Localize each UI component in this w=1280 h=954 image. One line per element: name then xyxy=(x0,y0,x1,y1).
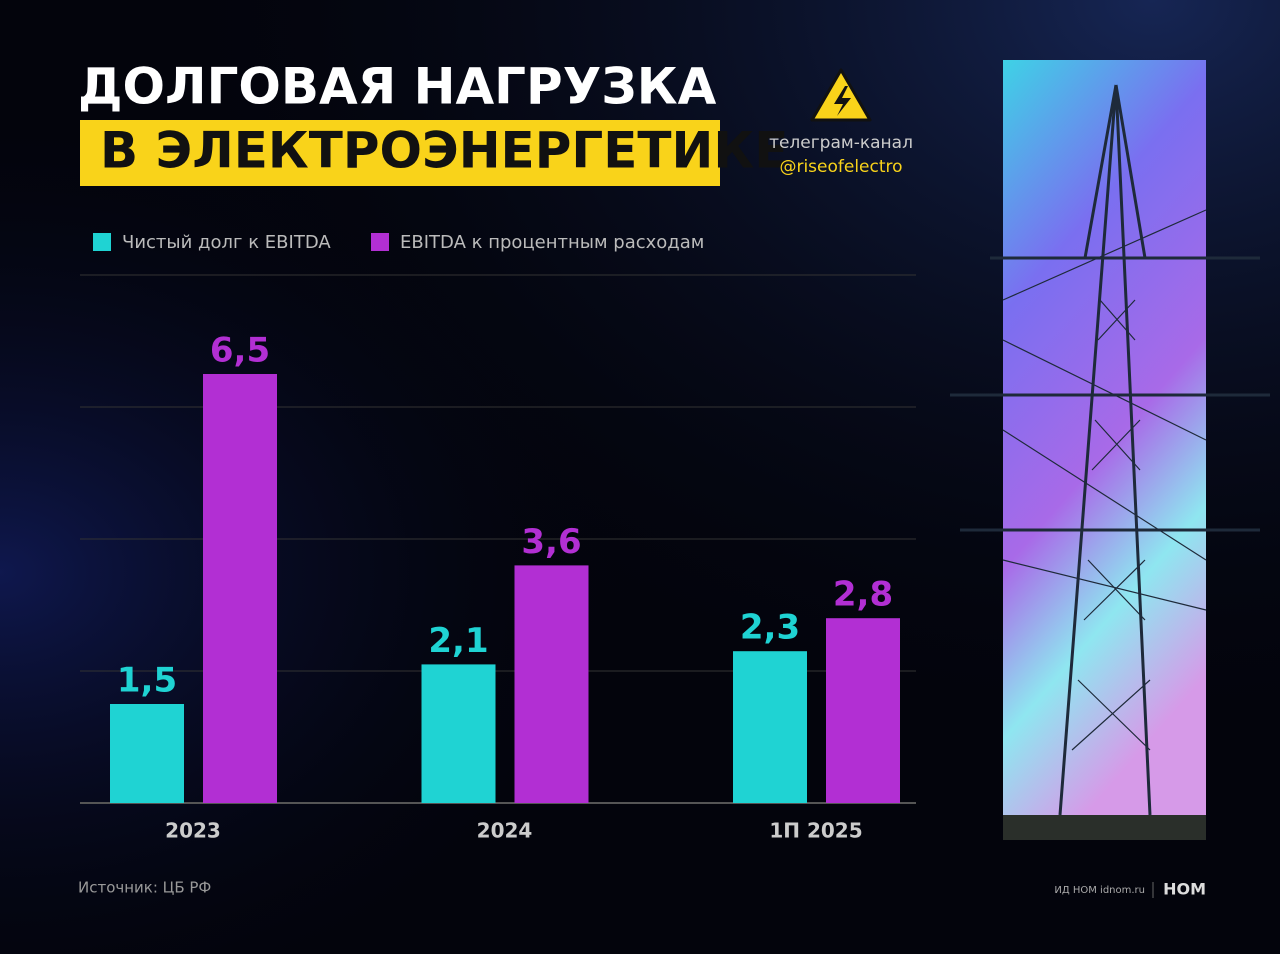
bar xyxy=(421,664,496,803)
bar xyxy=(203,374,277,803)
bar xyxy=(110,704,184,803)
bar xyxy=(733,651,807,803)
value-label: 1,5 xyxy=(117,661,177,701)
publisher: ИД НОМ idnom.ru xyxy=(1054,885,1145,896)
value-label: 2,3 xyxy=(740,608,800,648)
legend-label: Чистый долг к EBITDA xyxy=(122,232,331,253)
legend-label: EBITDA к процентным расходам xyxy=(400,232,704,253)
warning-icon xyxy=(810,68,872,122)
logo: НОМ xyxy=(1163,880,1206,899)
source: Источник: ЦБ РФ xyxy=(78,879,211,897)
subtitle-box xyxy=(80,120,720,186)
channel-handle[interactable]: @riseofelectro xyxy=(779,157,902,177)
bar xyxy=(514,565,589,803)
subtitle: В ЭЛЕКТРОЭНЕРГЕТИКЕ xyxy=(100,122,788,180)
bar xyxy=(826,618,900,803)
legend-swatch xyxy=(371,233,389,251)
title: ДОЛГОВАЯ НАГРУЗКА xyxy=(78,58,717,116)
x-tick-label: 1П 2025 xyxy=(769,819,862,843)
x-tick-label: 2024 xyxy=(477,819,533,843)
value-label: 2,8 xyxy=(833,575,893,615)
channel-label: телеграм-канал xyxy=(769,133,913,153)
x-tick-label: 2023 xyxy=(165,819,221,843)
value-label: 6,5 xyxy=(210,331,270,371)
legend-swatch xyxy=(93,233,111,251)
value-label: 2,1 xyxy=(428,621,488,661)
tower-photo xyxy=(950,60,1270,840)
value-label: 3,6 xyxy=(521,522,581,562)
